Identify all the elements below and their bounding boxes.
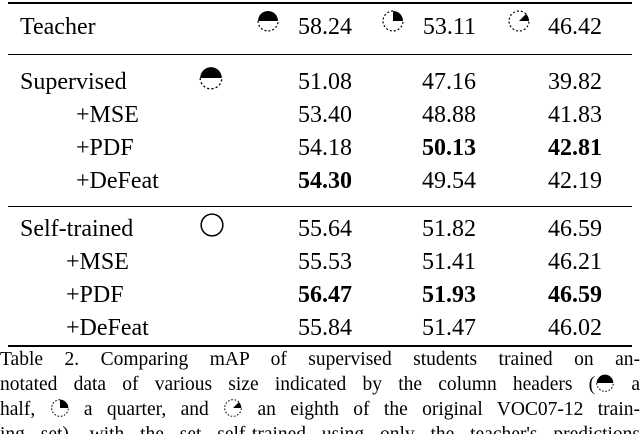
row-value: 55.84: [298, 315, 352, 341]
bottom-rule: [8, 345, 632, 347]
eighth-circle-icon: [224, 399, 242, 417]
row-value: 51.41: [422, 249, 476, 275]
teacher-value-3: 46.42: [548, 14, 602, 40]
row-value: 42.19: [548, 168, 602, 194]
row-value: 51.93: [422, 282, 476, 308]
teacher-label: Teacher: [20, 14, 96, 40]
row-label: +MSE: [76, 102, 139, 128]
row-value: 41.83: [548, 102, 602, 128]
row-label: +PDF: [76, 135, 134, 161]
caption-line-2: notated data of various size indicated b…: [0, 374, 640, 395]
half-circle-icon: [596, 374, 614, 392]
supervised-label: Supervised: [20, 69, 127, 95]
caption-line-4: ing set), with the set self-trained usin…: [0, 422, 640, 434]
caption-line-1: Table 2. Comparing mAP of supervised stu…: [0, 349, 640, 370]
row-value: 51.82: [422, 216, 476, 242]
row-value: 56.47: [298, 282, 352, 308]
row-value: 46.02: [548, 315, 602, 341]
row-label: +DeFeat: [76, 168, 159, 194]
row-value: 53.40: [298, 102, 352, 128]
row-value: 54.18: [298, 135, 352, 161]
table-caption: Table 2. Comparing mAP of supervised stu…: [0, 347, 640, 434]
row-label: +MSE: [66, 249, 129, 275]
row-value: 47.16: [422, 69, 476, 95]
row-value: 48.88: [422, 102, 476, 128]
row-value: 46.59: [548, 216, 602, 242]
row-value: 55.64: [298, 216, 352, 242]
header-rule: [8, 54, 632, 55]
top-rule: [8, 2, 632, 4]
row-label: +DeFeat: [66, 315, 149, 341]
section-rule: [8, 206, 632, 207]
self-trained-label: Self-trained: [20, 216, 134, 242]
row-value: 54.30: [298, 168, 352, 194]
half-circle-icon: [257, 11, 279, 32]
row-value: 55.53: [298, 249, 352, 275]
quarter-circle-icon: [50, 399, 69, 417]
caption-line-3: half, a quarter, and an eighth of the or…: [0, 399, 640, 420]
teacher-value-1: 58.24: [298, 14, 352, 40]
empty-circle-icon: [200, 213, 224, 237]
row-value: 50.13: [422, 135, 476, 161]
row-value: 46.59: [548, 282, 602, 308]
quarter-circle-icon: [382, 10, 404, 32]
row-value: 46.21: [548, 249, 602, 275]
row-value: 49.54: [422, 168, 476, 194]
row-value: 51.08: [298, 69, 352, 95]
half-circle-icon: [199, 67, 223, 90]
teacher-value-2: 53.11: [422, 14, 476, 40]
row-label: +PDF: [66, 282, 124, 308]
row-value: 51.47: [422, 315, 476, 341]
row-value: 39.82: [548, 69, 602, 95]
eighth-circle-icon: [508, 10, 530, 32]
row-value: 42.81: [548, 135, 602, 161]
